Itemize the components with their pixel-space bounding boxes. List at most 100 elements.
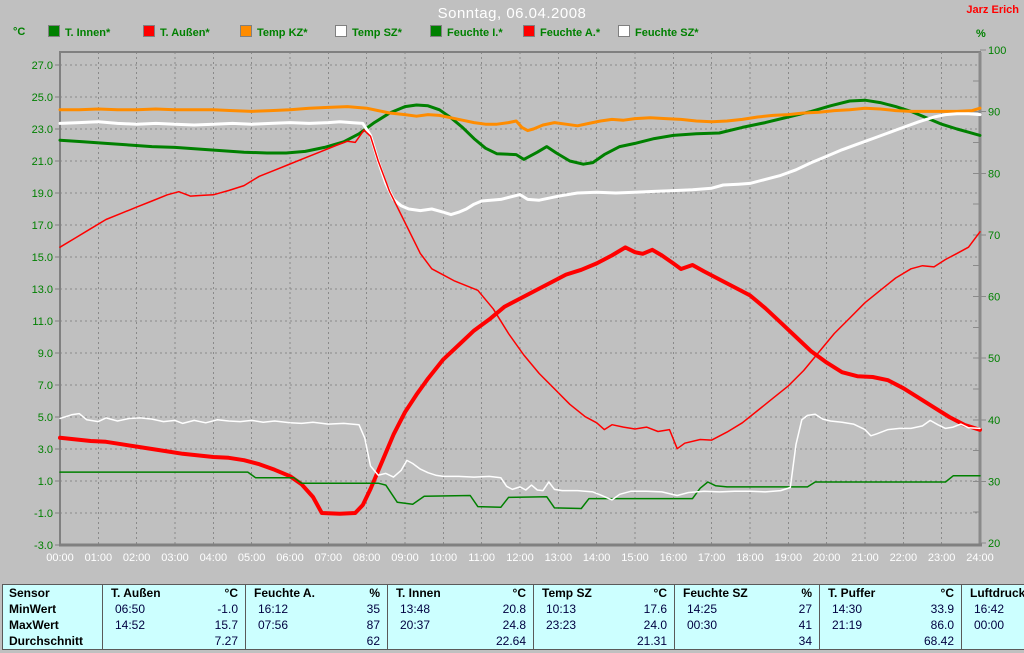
cell-value: 24.0 — [643, 618, 667, 632]
legend-item-label: T. Innen* — [65, 27, 111, 39]
right-axis-label: 70 — [988, 230, 1000, 242]
cell-value: % — [369, 586, 380, 600]
cell-value: 22.64 — [495, 634, 526, 648]
row-label: MinWert — [9, 602, 57, 616]
x-axis-label: 12:00 — [506, 552, 534, 564]
row-label: Sensor — [9, 586, 50, 600]
cell-time — [102, 633, 175, 650]
cell-time: T. Innen — [387, 584, 463, 601]
cell-time: 14:30 — [819, 601, 891, 617]
cell-value: 62 — [366, 634, 380, 648]
cell-time: T. Außen — [102, 584, 175, 601]
legend-swatch-icon — [48, 25, 60, 37]
right-axis-unit: % — [976, 28, 986, 40]
cell-value: 7.27 — [214, 634, 238, 648]
cell-time — [533, 633, 604, 650]
x-axis-label: 05:00 — [238, 552, 266, 564]
cell-value: 33.9 — [930, 602, 954, 616]
series-temp-kz — [58, 105, 982, 133]
cell-time — [387, 633, 463, 650]
cell-value: 21.31 — [636, 634, 667, 648]
x-axis-label: 18:00 — [736, 552, 764, 564]
x-axis-label: 16:00 — [660, 552, 688, 564]
cell-time: 06:50 — [102, 601, 175, 617]
left-axis-label: 5.0 — [38, 412, 53, 424]
table-row: MaxWert 14:52 15.7 07:56 87 20:37 24.8 23:23 24.… — [3, 617, 1024, 633]
left-axis-label: 3.0 — [38, 444, 53, 456]
x-axis-label: 08:00 — [353, 552, 381, 564]
cell-time: 14:52 — [102, 617, 175, 633]
x-axis-label: 04:00 — [200, 552, 228, 564]
row-label: Durchschnitt — [9, 634, 84, 648]
cell-time: T. Puffer — [819, 584, 891, 601]
row-label: MaxWert — [9, 618, 59, 632]
legend-item: Temp SZ* — [335, 25, 402, 39]
cell-value: 24.8 — [502, 618, 526, 632]
cell-time — [245, 633, 317, 650]
right-axis-label: 20 — [988, 538, 1000, 550]
x-axis-label: 15:00 — [621, 552, 649, 564]
right-axis-label: 50 — [988, 353, 1000, 365]
cell-time: 14:25 — [674, 601, 749, 617]
cell-time: 13:48 — [387, 601, 463, 617]
cell-value: °C — [224, 586, 238, 600]
right-axis-label: 100 — [988, 45, 1006, 57]
left-axis-label: 7.0 — [38, 380, 53, 392]
left-axis-label: -3.0 — [34, 540, 53, 552]
series-temp-sz — [58, 112, 982, 217]
x-axis-label: 10:00 — [430, 552, 458, 564]
cell-value: 86.0 — [930, 618, 954, 632]
legend-item-label: T. Außen* — [160, 27, 210, 39]
cell-value: 20.8 — [502, 602, 526, 616]
legend-swatch-icon — [523, 25, 535, 37]
x-axis-label: 22:00 — [890, 552, 918, 564]
series-feuchte-sz — [59, 412, 981, 501]
cell-value: % — [801, 586, 812, 600]
cell-time: 21:19 — [819, 617, 891, 633]
left-axis-label: 25.0 — [32, 92, 53, 104]
cell-value: 41 — [798, 618, 812, 632]
left-axis-label: 19.0 — [32, 188, 53, 200]
legend-item: Feuchte A.* — [523, 25, 600, 39]
cell-time — [819, 633, 891, 650]
left-axis-label: 9.0 — [38, 348, 53, 360]
legend-swatch-icon — [335, 25, 347, 37]
x-axis-label: 02:00 — [123, 552, 151, 564]
x-axis-label: 01:00 — [85, 552, 113, 564]
cell-value: 68.42 — [923, 634, 954, 648]
cell-time — [674, 633, 749, 650]
cell-time: 23:23 — [533, 617, 604, 633]
cell-time: Luftdruck — [961, 584, 1024, 601]
cell-time: 07:56 — [245, 617, 317, 633]
left-axis-unit: °C — [13, 26, 26, 38]
x-axis-label: 21:00 — [851, 552, 879, 564]
cell-value: °C — [653, 586, 667, 600]
right-axis-label: 90 — [988, 107, 1000, 119]
cell-time: 00:30 — [674, 617, 749, 633]
stats-table: Sensor T. Außen °C Feuchte A.% T. Innen °C Tem… — [2, 584, 1024, 650]
cell-time: Feuchte A. — [245, 584, 317, 601]
cell-value: °C — [940, 586, 954, 600]
legend-item-label: Feuchte SZ* — [635, 27, 699, 39]
legend-swatch-icon — [618, 25, 630, 37]
x-axis-label: 19:00 — [775, 552, 803, 564]
left-axis-label: -1.0 — [34, 508, 53, 520]
series-t-au-en — [58, 245, 982, 516]
left-axis-label: 21.0 — [32, 156, 53, 168]
cell-time: 20:37 — [387, 617, 463, 633]
left-axis-label: 13.0 — [32, 284, 53, 296]
x-axis-label: 23:00 — [928, 552, 956, 564]
legend-item: Temp KZ* — [240, 25, 308, 39]
legend-item-label: Temp SZ* — [352, 27, 402, 39]
left-axis-label: 27.0 — [32, 60, 53, 72]
legend-item: Feuchte SZ* — [618, 25, 699, 39]
legend-swatch-icon — [143, 25, 155, 37]
table-row: Durchschnitt7.276222.6421.313468.421003.… — [3, 633, 1024, 650]
legend-swatch-icon — [430, 25, 442, 37]
legend-item: Feuchte I.* — [430, 25, 503, 39]
left-axis-label: 15.0 — [32, 252, 53, 264]
chart-legend: T. Innen* T. Außen* Temp KZ* Temp SZ* Feucht… — [0, 25, 1024, 41]
table-row: MinWert 06:50 -1.0 16:12 35 13:48 20.8 10:13 17.… — [3, 601, 1024, 617]
right-axis-label: 30 — [988, 476, 1000, 488]
